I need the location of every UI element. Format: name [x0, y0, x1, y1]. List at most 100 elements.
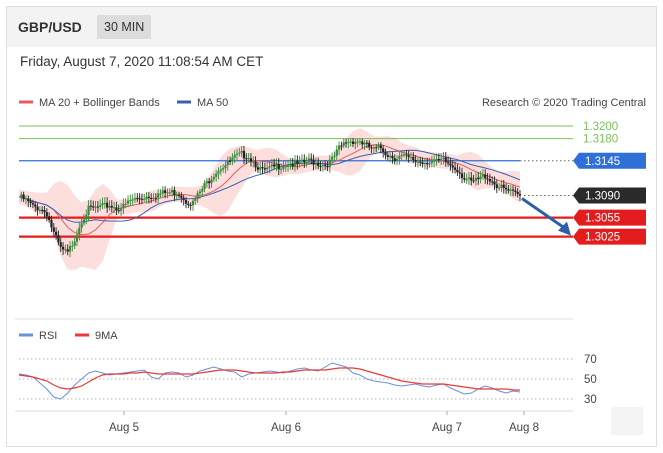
candle-body [273, 164, 276, 167]
candle-body [326, 166, 329, 168]
candle-body [73, 241, 76, 246]
candle-body [117, 210, 120, 212]
candle-body [300, 159, 304, 162]
candle-body [219, 169, 222, 172]
candle-body [119, 208, 123, 211]
candle-body [259, 167, 262, 170]
candle-body [289, 163, 292, 166]
candle-body [386, 155, 389, 157]
candle-body [55, 231, 58, 236]
candle-body [379, 145, 382, 149]
x-tick-label: Aug 7 [432, 422, 462, 434]
candle-body [242, 150, 246, 159]
bollinger-band-area [19, 128, 520, 270]
candle-body [57, 235, 60, 243]
candle-body [226, 160, 229, 166]
candle-body [161, 190, 164, 194]
candle-body [208, 181, 211, 184]
candle-body [423, 162, 427, 164]
candle-body [419, 161, 422, 163]
candle-body [310, 158, 313, 160]
candle-body [43, 209, 46, 213]
level-label-1.3025: 1.3025 [585, 232, 620, 244]
candle-body [460, 173, 464, 178]
rsi-line [18, 362, 521, 400]
candle-body [184, 199, 188, 204]
candle-body [27, 198, 30, 202]
candle-body [293, 160, 297, 167]
candle-body [24, 198, 28, 200]
candle-body [249, 158, 253, 162]
candle-body [442, 157, 445, 159]
candle-body [164, 190, 167, 193]
settings-corner-button[interactable] [611, 407, 643, 435]
candle-body [440, 158, 443, 161]
candle-body [101, 203, 104, 206]
candle-body [356, 141, 359, 143]
candle-body [173, 190, 176, 196]
candle-body [400, 154, 403, 157]
symbol-label: GBP/USD [18, 19, 82, 35]
rsi-legend-label: RSI [39, 330, 57, 342]
candle-body [317, 162, 320, 167]
candle-body [509, 189, 512, 191]
candle-body [307, 158, 311, 163]
candle-body [405, 154, 408, 156]
candle-body [94, 206, 97, 208]
level-label-1.3055: 1.3055 [585, 213, 620, 225]
interval-button[interactable]: 30 MIN [97, 15, 152, 39]
candle-body [347, 142, 350, 144]
candle-body [157, 193, 160, 198]
candle-body [194, 198, 197, 201]
candle-body [435, 158, 438, 161]
candle-body [488, 179, 491, 182]
candle-body [428, 163, 431, 165]
header-bar: GBP/USD 30 MIN [7, 7, 656, 47]
rsi-ma-legend-label: 9MA [95, 330, 118, 342]
candle-body [143, 199, 146, 201]
candle-body [277, 164, 280, 170]
candle-body [393, 158, 396, 162]
candle-body [112, 207, 116, 209]
candle-body [203, 183, 206, 190]
candle-body [484, 174, 487, 179]
candle-body [85, 214, 88, 220]
candle-body [498, 187, 501, 189]
forecast-arrow-head [558, 221, 571, 236]
candle-body [451, 165, 454, 168]
candle-body [136, 198, 139, 200]
candle-body [479, 176, 482, 180]
candle-body [474, 177, 478, 181]
candle-body [150, 197, 153, 199]
chart-frame: GBP/USD 30 MIN Friday, August 7, 2020 11… [6, 6, 657, 447]
candle-body [363, 142, 366, 145]
candle-body [493, 181, 496, 185]
candle-body [212, 176, 215, 180]
candle-body [456, 169, 459, 173]
candle-body [268, 166, 271, 168]
candle-body [238, 152, 241, 154]
candle-body [247, 158, 250, 160]
candle-body [491, 181, 494, 183]
candle-body [407, 155, 410, 157]
candle-body [372, 147, 375, 149]
candle-body [430, 161, 433, 164]
candle-body [240, 150, 243, 153]
candle-body [31, 203, 35, 205]
candle-body [20, 194, 23, 197]
candle-body [402, 154, 406, 156]
candle-body [444, 157, 447, 163]
level-label-1.3145: 1.3145 [585, 156, 620, 168]
candle-body [96, 206, 99, 208]
candle-body [131, 199, 134, 201]
candle-body [377, 145, 380, 148]
level-tag-1.3025 [573, 228, 646, 245]
candle-body [61, 246, 65, 250]
candle-body [254, 161, 257, 168]
time-axis: Aug 5 Aug 6 Aug 7 Aug 8 [15, 410, 573, 434]
candle-body [38, 209, 41, 211]
rsi-tick-50: 50 [584, 374, 597, 386]
candle-body [108, 205, 111, 208]
x-tick-label: Aug 5 [109, 422, 139, 434]
candle-body [481, 174, 484, 177]
